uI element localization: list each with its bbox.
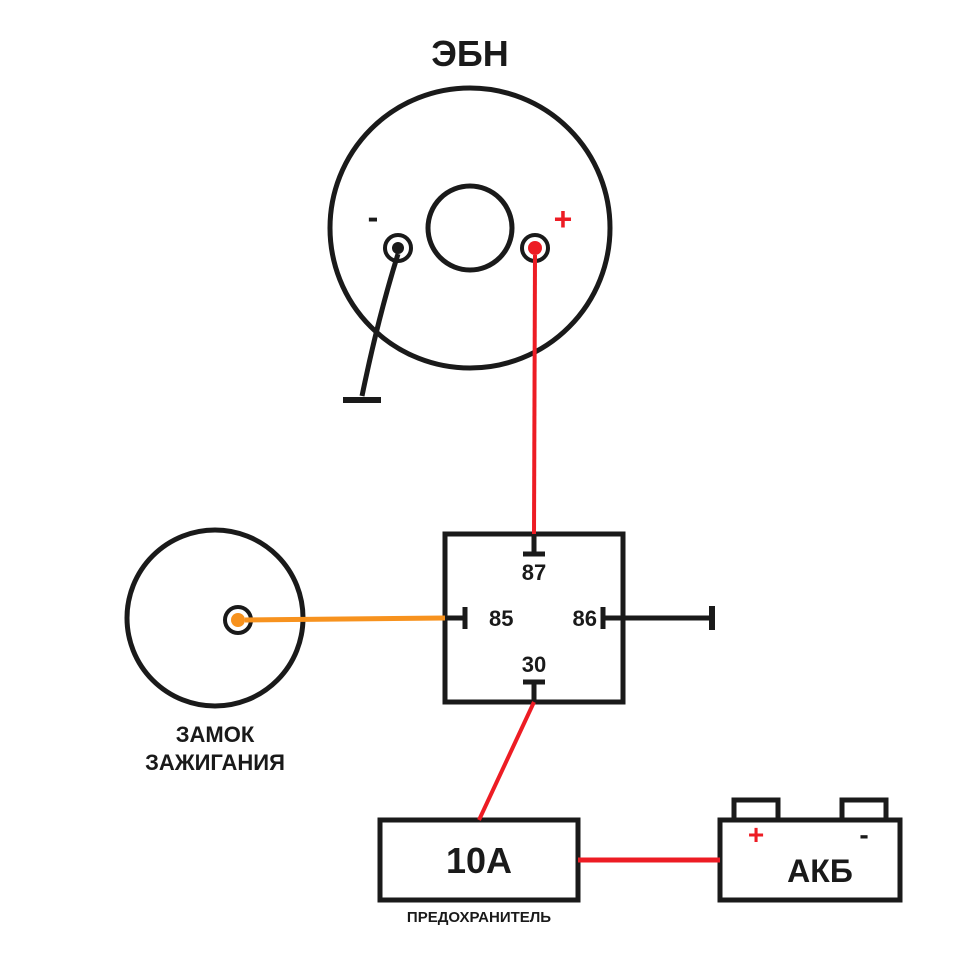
battery-tab-minus <box>842 800 886 820</box>
wiring-diagram: ЭБН - +87 30 85 86 ЗАМОК ЗАЖИГАНИЯ 10А ПРЕДОХРАНИ… <box>0 0 960 960</box>
battery-minus-label: - <box>859 819 868 850</box>
relay-pin-30-label: 30 <box>522 652 546 677</box>
wire-relay30-to-fuse <box>479 702 534 820</box>
pump-minus-label: - <box>368 199 379 235</box>
pump-plus-label: + <box>554 201 573 237</box>
ignition-label-2: ЗАЖИГАНИЯ <box>145 750 285 775</box>
fuse-value: 10А <box>446 840 512 881</box>
ignition-label-1: ЗАМОК <box>176 722 255 747</box>
relay-pin-85-label: 85 <box>489 606 513 631</box>
fuse-caption: ПРЕДОХРАНИТЕЛЬ <box>407 909 551 926</box>
battery-label: АКБ <box>787 853 853 889</box>
relay-pin-86-label: 86 <box>573 606 597 631</box>
pump-inner-circle <box>428 186 512 270</box>
ignition-terminal-dot <box>231 613 245 627</box>
pump-plus-terminal-dot <box>528 241 542 255</box>
pump-minus-terminal-dot <box>392 242 404 254</box>
battery-tab-plus <box>734 800 778 820</box>
wire-ignition-to-relay85 <box>245 618 445 620</box>
relay-pin-87-label: 87 <box>522 560 546 585</box>
pump-title: ЭБН <box>431 33 508 74</box>
battery-plus-label: + <box>748 819 764 850</box>
wire-pump-to-relay87 <box>534 255 535 534</box>
